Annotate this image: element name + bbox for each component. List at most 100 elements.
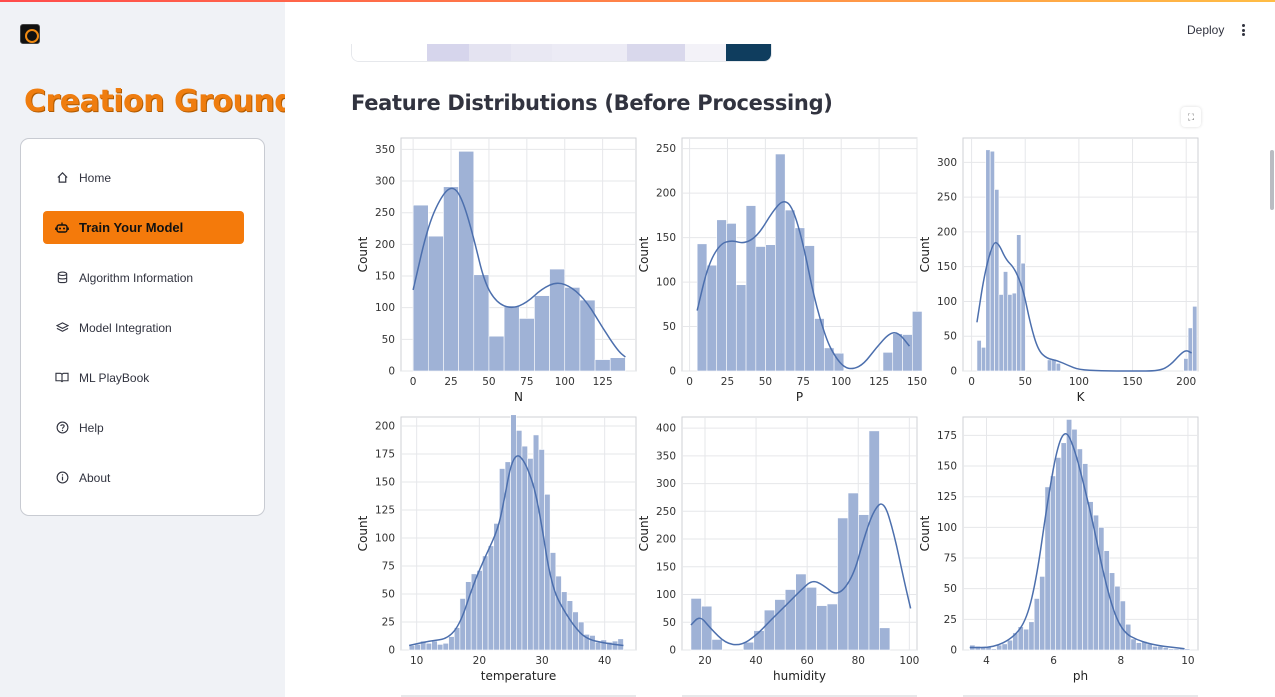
kde-line bbox=[408, 455, 624, 647]
nav-item-ml-playbook[interactable]: ML PlayBook bbox=[43, 361, 244, 394]
histogram-bar bbox=[1130, 638, 1137, 651]
histogram-bar bbox=[442, 642, 449, 651]
histogram-bar bbox=[488, 335, 505, 372]
nav-item-model-integration[interactable]: Model Integration bbox=[43, 311, 244, 344]
x-tick-label: 0 bbox=[410, 376, 417, 388]
histogram-bar bbox=[911, 311, 923, 372]
histogram-bar bbox=[755, 246, 766, 372]
table-cell bbox=[627, 44, 685, 61]
histogram-bar bbox=[1039, 576, 1046, 651]
histogram-bar bbox=[1135, 642, 1142, 651]
histogram-bar bbox=[437, 644, 444, 651]
y-tick-label: 100 bbox=[375, 302, 395, 314]
histogram-bar bbox=[1049, 475, 1056, 651]
kde-line bbox=[696, 200, 911, 370]
x-tick-label: 80 bbox=[852, 655, 865, 667]
histogram-bar bbox=[1060, 442, 1067, 651]
nav-item-train-your-model[interactable]: Train Your Model bbox=[43, 211, 244, 244]
y-tick-label: 0 bbox=[388, 366, 395, 378]
histogram-bar bbox=[414, 644, 421, 651]
histogram-bar bbox=[1011, 292, 1017, 372]
y-tick-label: 400 bbox=[656, 423, 676, 435]
y-tick-label: 125 bbox=[937, 491, 957, 503]
app-logo-icon[interactable] bbox=[20, 24, 40, 44]
kde-line bbox=[969, 432, 1185, 650]
histogram-bar bbox=[609, 357, 626, 372]
histogram-bar bbox=[412, 204, 429, 372]
y-tick-label: 100 bbox=[937, 296, 957, 308]
histogram-bar bbox=[976, 340, 982, 372]
x-tick-label: 10 bbox=[410, 655, 423, 667]
y-tick-label: 0 bbox=[950, 366, 957, 378]
y-tick-label: 200 bbox=[375, 239, 395, 251]
histogram-bar bbox=[1055, 363, 1061, 372]
main-content: Deploy Feature Distributions (Before Pro… bbox=[285, 2, 1275, 697]
y-tick-label: 0 bbox=[388, 645, 395, 657]
fullscreen-icon[interactable]: ⛶ bbox=[1181, 107, 1201, 127]
nav-label: Home bbox=[79, 170, 112, 185]
x-axis-label: K bbox=[1077, 390, 1086, 404]
histogram-bar bbox=[981, 347, 987, 372]
x-tick-label: 10 bbox=[1181, 655, 1194, 667]
histogram-bar bbox=[503, 305, 520, 372]
y-tick-label: 250 bbox=[375, 207, 395, 219]
x-tick-label: 0 bbox=[968, 376, 975, 388]
histogram-bar bbox=[459, 598, 466, 651]
histogram-bar bbox=[518, 318, 535, 372]
x-tick-label: 75 bbox=[520, 376, 533, 388]
nav-label: Algorithm Information bbox=[79, 270, 194, 285]
robot-icon bbox=[55, 221, 69, 235]
x-tick-label: 4 bbox=[983, 655, 990, 667]
nav-item-home[interactable]: Home bbox=[43, 161, 244, 194]
nav-label: Help bbox=[79, 420, 104, 435]
y-axis-label: Count bbox=[918, 515, 932, 551]
y-tick-label: 200 bbox=[937, 226, 957, 238]
correlation-table-fragment bbox=[351, 44, 772, 62]
histogram-bar bbox=[1098, 527, 1105, 651]
y-tick-label: 150 bbox=[375, 271, 395, 283]
histogram-bar bbox=[534, 295, 550, 372]
y-tick-label: 200 bbox=[375, 420, 395, 432]
histogram-bar bbox=[425, 642, 433, 651]
histogram-bar bbox=[1066, 419, 1073, 651]
y-axis-label: Count bbox=[356, 236, 370, 272]
x-tick-label: 25 bbox=[444, 376, 457, 388]
histogram-bar bbox=[1003, 271, 1009, 372]
y-tick-label: 150 bbox=[937, 261, 957, 273]
y-tick-label: 25 bbox=[382, 616, 395, 628]
x-tick-label: 20 bbox=[698, 655, 711, 667]
histogram-bar bbox=[804, 245, 815, 372]
home-icon bbox=[55, 171, 69, 185]
y-axis-label: Count bbox=[637, 236, 651, 272]
y-axis-label: Count bbox=[637, 515, 651, 551]
table-cell bbox=[427, 44, 469, 61]
nav-item-help[interactable]: Help bbox=[43, 411, 244, 444]
page-scrollbar[interactable] bbox=[1270, 150, 1274, 210]
table-cell bbox=[685, 44, 726, 61]
y-tick-label: 350 bbox=[375, 144, 395, 156]
histogram-bar bbox=[706, 264, 718, 372]
histogram-bar bbox=[408, 645, 416, 651]
histogram-ph: 0 25 50 75 100 125 150 175 4 6 8 10 ph Count bbox=[918, 416, 1199, 683]
nav-label: ML PlayBook bbox=[79, 370, 150, 385]
layers-icon bbox=[55, 321, 69, 335]
histogram-bar bbox=[448, 636, 455, 651]
histogram-bar bbox=[549, 552, 557, 651]
deploy-button[interactable]: Deploy bbox=[1187, 23, 1225, 37]
nav-item-about[interactable]: About bbox=[43, 461, 244, 494]
info-icon bbox=[55, 471, 69, 485]
nav-item-algorithm-information[interactable]: Algorithm Information bbox=[43, 261, 244, 294]
y-tick-label: 300 bbox=[375, 176, 395, 188]
histogram-bar bbox=[510, 414, 517, 651]
histogram-bar bbox=[711, 639, 723, 651]
histogram-bar bbox=[765, 244, 776, 372]
table-cell bbox=[352, 44, 427, 61]
histogram-bar bbox=[753, 630, 765, 651]
histogram-bar bbox=[985, 646, 992, 651]
x-tick-label: 50 bbox=[482, 376, 495, 388]
histogram-bar bbox=[572, 611, 579, 651]
main-menu-icon[interactable] bbox=[1237, 22, 1249, 38]
histogram-bar bbox=[1125, 623, 1132, 651]
y-axis-label: Count bbox=[356, 515, 370, 551]
histogram-bar bbox=[784, 589, 796, 651]
